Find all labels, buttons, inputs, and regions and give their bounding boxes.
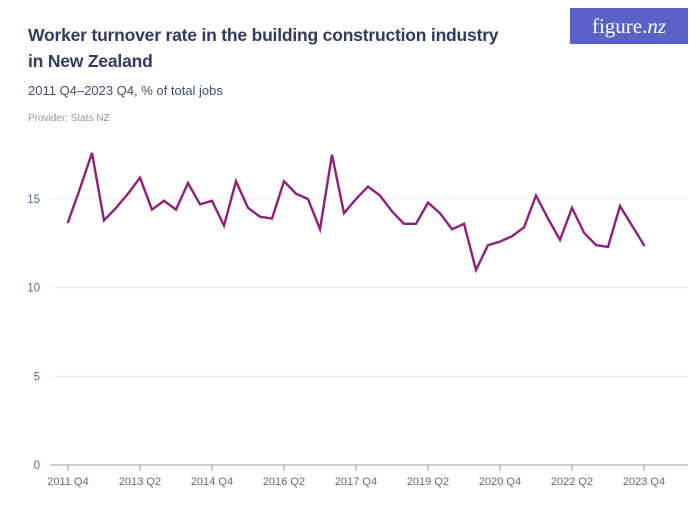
x-tick-label: 2013 Q2 [119,476,161,488]
x-tick-label: 2022 Q2 [551,476,593,488]
chart-title: Worker turnover rate in the building con… [28,22,548,74]
x-tick-label: 2017 Q4 [335,476,377,488]
y-tick-label-10: 10 [27,283,40,295]
provider-label: Provider: Stats NZ [28,113,110,124]
figurenz-logo[interactable]: figure. nz [570,8,688,44]
y-tick-label-15: 15 [27,194,40,206]
y-tick-label-0: 0 [34,460,40,472]
x-tick-label: 2011 Q4 [47,476,88,488]
x-tick-label: 2023 Q4 [623,476,665,488]
chart-header: Worker turnover rate in the building con… [28,22,548,124]
figurenz-logo-text-nz: nz [647,13,667,38]
x-tick-label: 2020 Q4 [479,476,521,488]
x-tick-label: 2014 Q4 [191,476,233,488]
figurenz-logo-text: figure. [591,13,648,38]
chart-title-line2: in New Zealand [28,51,153,71]
y-tick-label-5: 5 [34,371,40,383]
x-tick-label: 2019 Q2 [407,476,449,488]
chart-title-line1: Worker turnover rate in the building con… [28,25,499,45]
chart-subtitle: 2011 Q4–2023 Q4, % of total jobs [28,83,223,98]
turnover-rate-line [66,152,646,274]
x-tick-label: 2016 Q2 [263,476,305,488]
